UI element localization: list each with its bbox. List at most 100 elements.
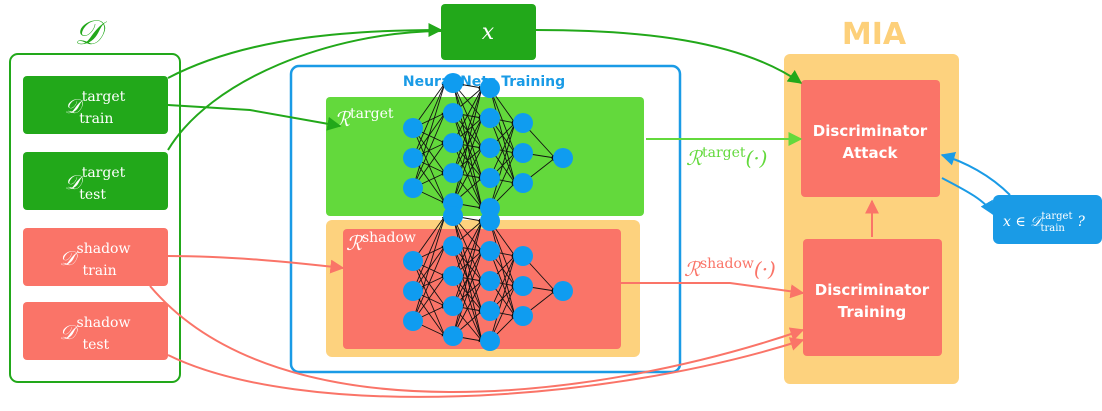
nn-node — [403, 281, 423, 301]
nn-node — [513, 276, 533, 296]
split-sub: test — [82, 337, 109, 353]
mia-title: MIA — [842, 17, 907, 52]
split-sup: target — [82, 89, 126, 105]
nn-edge — [452, 280, 483, 337]
neural-network-target — [403, 73, 573, 218]
nn-node — [553, 281, 573, 301]
membership-query-box: x ∈ 𝒟target train ? — [993, 195, 1102, 244]
svg-text:ℛshadow: ℛshadow — [346, 230, 416, 255]
split-sup: target — [82, 165, 126, 181]
nn-node — [403, 118, 423, 138]
nn-node — [443, 73, 463, 93]
arrow-testsplit-to-x — [167, 30, 442, 151]
model-sup: shadow — [362, 230, 416, 246]
query-suffix: ? — [1073, 214, 1085, 230]
nn-node — [480, 168, 500, 188]
nn-node — [480, 271, 500, 291]
query-base: 𝒟 — [1030, 214, 1044, 230]
split-base: 𝒟 — [60, 320, 80, 344]
dataset-symbol: 𝒟 — [74, 13, 107, 53]
discriminator-attack-line1: Discriminator — [813, 122, 928, 140]
output-shadow-label: ℛshadow(·) — [684, 256, 776, 281]
nn-node — [443, 163, 463, 183]
nn-edge — [489, 285, 516, 342]
nn-edge — [489, 122, 516, 209]
nn-node — [480, 301, 500, 321]
output-target-label: ℛtarget(·) — [686, 145, 767, 170]
nn-edge — [412, 82, 446, 159]
split-target-test: 𝒟target test — [23, 152, 168, 210]
nn-node — [513, 173, 533, 193]
query-sup: target — [1041, 211, 1072, 222]
nn-edge — [452, 147, 483, 204]
nn-node — [403, 311, 423, 331]
split-sup: shadow — [77, 241, 131, 257]
split-target-train: 𝒟target train — [23, 76, 168, 134]
training-panel — [289, 64, 682, 374]
nn-node — [513, 113, 533, 133]
discriminator-attack-line2: Attack — [843, 144, 899, 162]
shadow-model: ℛshadow — [326, 206, 640, 357]
nn-edge — [412, 215, 446, 322]
split-sup: shadow — [77, 315, 131, 331]
query-prefix: x ∈ — [1003, 214, 1030, 230]
split-sub: train — [79, 111, 113, 127]
nn-edge — [412, 82, 446, 189]
nn-edge — [452, 250, 483, 337]
input-symbol: x — [482, 20, 495, 45]
nn-node — [443, 236, 463, 256]
nn-edge — [489, 255, 516, 342]
discriminator-attack-box: Discriminator Attack — [801, 80, 940, 197]
model-base: ℛ — [346, 231, 364, 255]
nn-node — [443, 266, 463, 286]
arrow-shadow-output — [621, 282, 805, 299]
nn-edge — [489, 122, 516, 179]
split-sub: train — [82, 263, 116, 279]
nn-node — [480, 138, 500, 158]
discriminator-training-line2: Training — [838, 303, 906, 321]
nn-edge — [452, 87, 483, 144]
nn-node — [480, 108, 500, 128]
nn-edge — [452, 87, 483, 174]
nn-edge — [452, 220, 483, 307]
nn-node — [443, 133, 463, 153]
nn-edge — [412, 215, 446, 292]
nn-node — [480, 331, 500, 351]
arrow-train-to-target-model — [167, 104, 342, 131]
split-shadow-train: 𝒟shadow train — [23, 228, 168, 286]
nn-node — [480, 78, 500, 98]
nn-node — [513, 306, 533, 326]
neural-network-shadow — [403, 206, 573, 351]
query-sub: train — [1040, 223, 1065, 234]
arrow-attack-to-query — [941, 177, 994, 216]
split-base: 𝒟 — [65, 94, 85, 118]
nn-edge — [489, 152, 516, 209]
model-sup: target — [350, 106, 394, 122]
input-x-box: x — [441, 4, 536, 60]
nn-node — [480, 211, 500, 231]
nn-edge — [452, 220, 483, 277]
nn-edge — [452, 220, 483, 337]
discriminator-training-box: Discriminator Training — [803, 239, 942, 356]
nn-edge — [412, 112, 446, 189]
dataset-container — [9, 53, 181, 383]
discriminator-training-line1: Discriminator — [815, 281, 930, 299]
nn-node — [513, 246, 533, 266]
arrow-shadow-train-to-training — [149, 285, 805, 393]
nn-node — [480, 241, 500, 261]
nn-node — [553, 148, 573, 168]
arrow-shadow-test-to-training — [167, 337, 805, 398]
nn-node — [443, 326, 463, 346]
nn-node — [403, 148, 423, 168]
nn-node — [513, 143, 533, 163]
nn-edge — [452, 87, 483, 204]
nn-node — [443, 296, 463, 316]
nn-node — [443, 103, 463, 123]
arrow-query-to-attack — [940, 151, 1011, 196]
